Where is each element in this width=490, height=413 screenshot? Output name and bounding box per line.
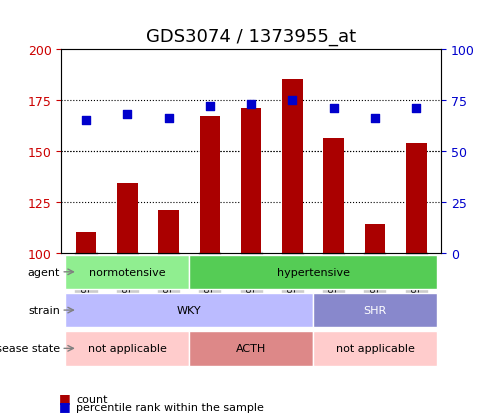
Text: hypertensive: hypertensive (276, 267, 349, 277)
Bar (117, 184, 138, 253)
Text: SHR: SHR (363, 305, 387, 315)
Point (289, 97, 296, 104)
FancyBboxPatch shape (65, 255, 189, 290)
Text: ■: ■ (59, 399, 71, 412)
Text: count: count (76, 394, 107, 404)
Text: strain: strain (28, 305, 60, 315)
Point (247, 101, 255, 108)
Point (371, 116, 379, 122)
Title: GDS3074 / 1373955_at: GDS3074 / 1373955_at (146, 28, 356, 45)
Text: WKY: WKY (177, 305, 201, 315)
Bar (365, 225, 385, 253)
Bar (406, 143, 427, 253)
Bar (199, 117, 220, 253)
Point (412, 105, 420, 112)
Text: ACTH: ACTH (236, 344, 266, 354)
Point (165, 116, 172, 122)
Text: not applicable: not applicable (88, 344, 167, 354)
Text: normotensive: normotensive (89, 267, 166, 277)
FancyBboxPatch shape (313, 331, 437, 366)
FancyBboxPatch shape (65, 331, 189, 366)
Text: disease state: disease state (0, 344, 60, 354)
Bar (323, 139, 344, 253)
Point (82, 117, 90, 124)
FancyBboxPatch shape (189, 331, 313, 366)
Text: not applicable: not applicable (336, 344, 415, 354)
Point (123, 112, 131, 118)
FancyBboxPatch shape (65, 293, 313, 328)
Text: percentile rank within the sample: percentile rank within the sample (76, 402, 264, 412)
FancyBboxPatch shape (189, 255, 437, 290)
Text: agent: agent (27, 267, 60, 277)
Bar (241, 109, 262, 253)
Bar (282, 80, 303, 253)
Bar (158, 210, 179, 253)
Point (330, 105, 338, 112)
Bar (75, 233, 97, 253)
FancyBboxPatch shape (313, 293, 437, 328)
Text: ■: ■ (59, 391, 71, 404)
Point (206, 103, 214, 110)
